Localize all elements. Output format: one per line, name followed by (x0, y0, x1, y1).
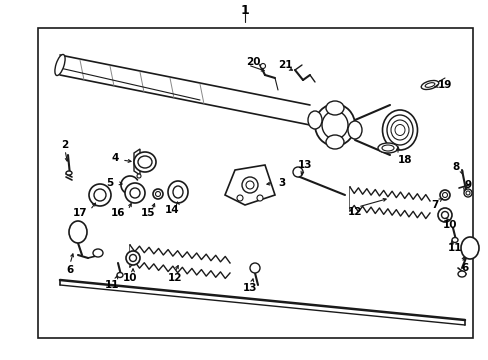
Ellipse shape (93, 249, 103, 257)
Text: 13: 13 (242, 283, 257, 293)
Ellipse shape (460, 237, 478, 259)
Text: 13: 13 (297, 160, 312, 170)
Text: 8: 8 (451, 162, 459, 172)
Ellipse shape (292, 167, 303, 177)
Ellipse shape (249, 263, 260, 273)
Ellipse shape (245, 181, 253, 189)
Text: 15: 15 (141, 208, 155, 218)
Ellipse shape (394, 125, 404, 135)
Ellipse shape (390, 120, 408, 140)
Ellipse shape (260, 63, 265, 68)
Ellipse shape (137, 192, 141, 196)
Ellipse shape (138, 156, 152, 168)
Ellipse shape (134, 152, 156, 172)
Text: 11: 11 (104, 280, 119, 290)
Ellipse shape (420, 81, 438, 90)
Text: 2: 2 (61, 140, 68, 150)
Ellipse shape (424, 83, 434, 87)
Text: 21: 21 (277, 60, 292, 70)
Text: 12: 12 (167, 273, 182, 283)
Ellipse shape (441, 212, 447, 219)
Ellipse shape (94, 189, 106, 201)
Text: 9: 9 (464, 180, 470, 190)
Polygon shape (134, 149, 140, 175)
Ellipse shape (439, 190, 449, 200)
Ellipse shape (125, 183, 145, 203)
Ellipse shape (377, 143, 397, 153)
Ellipse shape (137, 174, 141, 178)
Text: 14: 14 (164, 205, 179, 215)
Text: 11: 11 (447, 243, 461, 253)
Text: 3: 3 (278, 178, 285, 188)
Ellipse shape (451, 238, 457, 243)
Ellipse shape (55, 54, 65, 76)
Ellipse shape (173, 186, 183, 198)
Text: 1: 1 (240, 4, 249, 17)
Text: 10: 10 (122, 273, 137, 283)
Ellipse shape (155, 192, 160, 197)
Text: 12: 12 (347, 207, 362, 217)
Text: 20: 20 (245, 57, 260, 67)
Ellipse shape (117, 273, 123, 278)
Ellipse shape (325, 135, 343, 149)
Ellipse shape (66, 171, 72, 175)
Ellipse shape (382, 110, 417, 150)
Text: 6: 6 (461, 263, 468, 273)
Ellipse shape (242, 177, 258, 193)
Text: 10: 10 (442, 220, 456, 230)
Ellipse shape (89, 184, 111, 206)
Ellipse shape (463, 189, 471, 197)
Ellipse shape (457, 271, 465, 277)
Ellipse shape (257, 195, 263, 201)
Ellipse shape (168, 181, 187, 203)
Text: 5: 5 (106, 178, 113, 188)
Ellipse shape (237, 195, 243, 201)
Ellipse shape (130, 188, 140, 198)
Text: 19: 19 (437, 80, 451, 90)
Ellipse shape (381, 145, 393, 151)
Ellipse shape (307, 111, 321, 129)
Text: 6: 6 (66, 265, 74, 275)
Ellipse shape (442, 193, 447, 198)
Text: 7: 7 (430, 200, 438, 210)
Ellipse shape (153, 189, 163, 199)
Ellipse shape (69, 221, 87, 243)
Ellipse shape (437, 208, 451, 222)
Ellipse shape (321, 111, 347, 139)
Ellipse shape (314, 104, 354, 146)
Text: 17: 17 (73, 208, 87, 218)
Polygon shape (224, 165, 274, 205)
Ellipse shape (325, 101, 343, 115)
Bar (38, 28, 472, 338)
Ellipse shape (126, 251, 140, 265)
Ellipse shape (465, 191, 469, 195)
Text: 16: 16 (110, 208, 125, 218)
Ellipse shape (386, 115, 412, 145)
Ellipse shape (347, 121, 361, 139)
Text: 4: 4 (111, 153, 119, 163)
Text: 18: 18 (397, 155, 411, 165)
Ellipse shape (129, 255, 136, 261)
